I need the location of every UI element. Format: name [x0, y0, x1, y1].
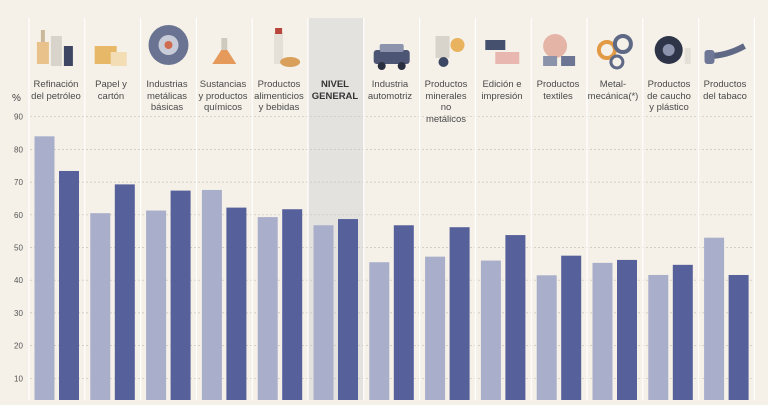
category-label-textiles: Productos textiles — [536, 79, 580, 102]
bottle-bread-icon — [274, 28, 301, 67]
bar-s1-c12 — [728, 274, 749, 405]
tire-icon — [654, 36, 691, 64]
y-tick-label-10: 10 — [14, 374, 23, 383]
bar-s1-c0 — [59, 170, 79, 405]
paper-rolls-icon — [485, 40, 520, 64]
bar-s1-c1 — [114, 184, 135, 405]
y-axis-unit-label: % — [12, 93, 21, 104]
flask-icon — [212, 38, 237, 64]
bar-s1-c2 — [170, 190, 191, 405]
category-label-metalmecanica: Metal- mecánica(*) — [587, 79, 639, 102]
bar-s0-c11 — [648, 274, 669, 405]
y-tick-label-20: 20 — [14, 342, 23, 351]
bar-s0-c2 — [146, 210, 167, 405]
category-label-tabaco: Productos del tabaco — [703, 79, 747, 102]
category-label-papel: Papel y cartón — [95, 79, 127, 102]
bar-s0-c8 — [480, 260, 501, 405]
bar-s0-c0 — [34, 136, 55, 405]
bar-s0-c6 — [369, 262, 390, 405]
y-tick-label-50: 50 — [14, 244, 23, 253]
pipe-icon — [704, 43, 746, 64]
category-label-automotriz: Industria automotriz — [367, 79, 413, 102]
car-icon — [373, 44, 410, 70]
category-label-nivel-general: NIVEL GENERAL — [311, 79, 359, 102]
y-tick-label-40: 40 — [14, 276, 23, 285]
category-label-minerales: Productos minerales no metálicos — [424, 79, 468, 125]
bar-s0-c10 — [592, 262, 613, 405]
category-label-refinacion: Refinación del petróleo — [31, 79, 81, 102]
bar-s0-c9 — [536, 275, 557, 405]
bar-s0-c3 — [201, 189, 222, 405]
bar-s0-c4 — [257, 217, 278, 405]
bar-s1-c3 — [226, 207, 247, 405]
bar-s0-c1 — [90, 213, 111, 405]
bar-s1-c9 — [561, 255, 582, 405]
y-tick-label-60: 60 — [14, 211, 23, 220]
bar-s1-c10 — [617, 259, 637, 405]
paper-boxes-icon — [94, 46, 127, 66]
gears-icon — [596, 34, 633, 70]
y-tick-label-70: 70 — [14, 178, 23, 187]
bar-s1-c5 — [338, 219, 358, 405]
category-label-edicion: Edición e impresión — [481, 79, 523, 102]
bar-s0-c7 — [425, 256, 446, 405]
hand-truck-icon — [435, 36, 465, 67]
metal-coil-icon — [148, 25, 189, 65]
bar-s1-c8 — [505, 235, 526, 405]
bar-s0-c5 — [313, 225, 334, 405]
category-label-caucho: Productos de caucho y plástico — [647, 79, 691, 113]
bar-s1-c7 — [449, 227, 470, 405]
bar-s0-c12 — [704, 237, 725, 405]
category-label-metalicas: Industrias metálicas básicas — [146, 79, 188, 113]
category-label-quimicos: Sustancias y productos químicos — [198, 79, 248, 113]
y-tick-label-30: 30 — [14, 309, 23, 318]
category-label-alimenticios: Productos alimenticios y bebidas — [254, 79, 304, 113]
oil-refinery-icon — [36, 30, 73, 66]
y-tick-label-80: 80 — [14, 145, 23, 154]
bar-s1-c4 — [282, 209, 303, 405]
y-tick-label-90: 90 — [14, 113, 23, 122]
bar-s1-c6 — [393, 225, 414, 405]
bar-s1-c11 — [672, 264, 693, 405]
fabric-rolls-icon — [543, 34, 576, 66]
